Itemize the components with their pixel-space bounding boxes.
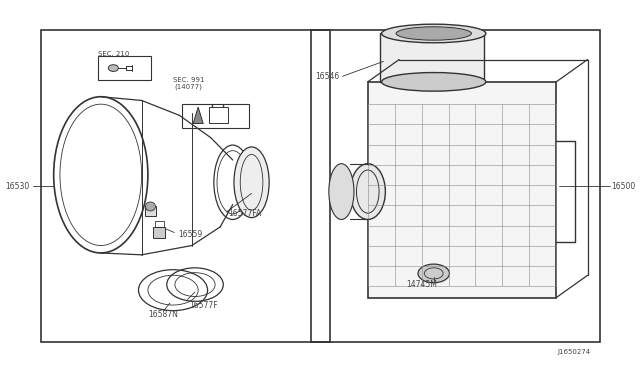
Text: 16530: 16530 bbox=[6, 182, 30, 190]
Text: 16577FA: 16577FA bbox=[228, 209, 262, 218]
Text: 16577F: 16577F bbox=[189, 301, 218, 310]
Bar bbox=[41, 30, 330, 342]
Bar bbox=[368, 82, 556, 298]
Ellipse shape bbox=[350, 164, 385, 219]
Text: 16500: 16500 bbox=[611, 182, 636, 190]
Text: SEC. 210: SEC. 210 bbox=[98, 51, 129, 57]
Bar bbox=[145, 206, 156, 216]
Ellipse shape bbox=[381, 24, 486, 43]
Text: 16546: 16546 bbox=[316, 72, 339, 81]
Bar bbox=[153, 227, 166, 238]
Text: 16559: 16559 bbox=[178, 230, 202, 239]
Bar bbox=[311, 30, 600, 342]
Text: J1650274: J1650274 bbox=[557, 349, 591, 355]
Bar bbox=[209, 107, 228, 123]
Ellipse shape bbox=[381, 73, 486, 91]
Ellipse shape bbox=[108, 65, 118, 71]
Ellipse shape bbox=[145, 202, 156, 211]
Text: 16587N: 16587N bbox=[148, 310, 179, 319]
Text: SEC. 991
(14077): SEC. 991 (14077) bbox=[173, 77, 205, 90]
Ellipse shape bbox=[418, 264, 449, 283]
Text: 14745M: 14745M bbox=[406, 280, 436, 289]
Bar bbox=[155, 221, 164, 227]
Ellipse shape bbox=[234, 147, 269, 218]
Polygon shape bbox=[193, 107, 203, 124]
Bar bbox=[380, 33, 484, 82]
Ellipse shape bbox=[396, 27, 472, 40]
Ellipse shape bbox=[329, 164, 354, 219]
